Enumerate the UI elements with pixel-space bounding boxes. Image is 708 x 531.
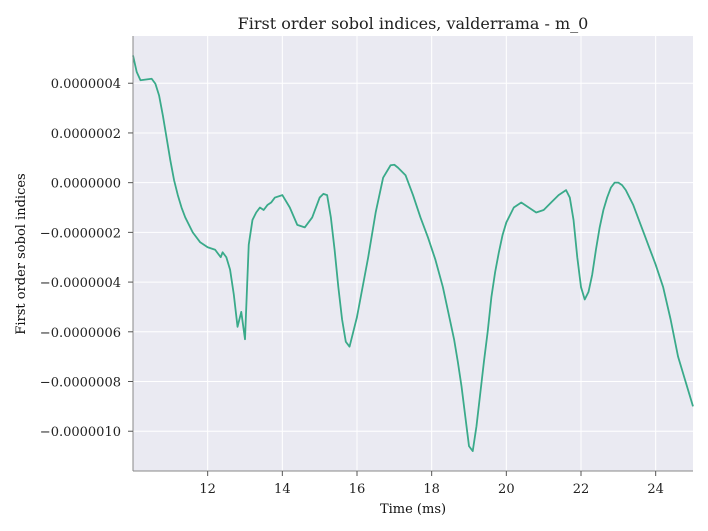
y-tick-label: 0.0000002 [51,127,121,142]
y-tick-label: −0.0000008 [40,376,121,391]
x-tick-label: 12 [199,482,216,497]
x-tick-label: 14 [274,482,291,497]
x-tick-label: 18 [423,482,440,497]
y-tick-label: −0.0000004 [40,276,121,291]
y-tick-label: 0.0000004 [51,77,121,92]
y-tick-label: −0.0000006 [40,326,121,341]
plot-area [133,36,693,471]
y-tick-label: 0.0000000 [51,177,121,192]
series-line [132,55,694,453]
x-tick-label: 16 [349,482,366,497]
grid [133,36,693,471]
x-axis-label: Time (ms) [380,502,446,517]
y-tick-label: −0.0000002 [40,226,121,241]
x-ticks: 12 14 16 18 20 22 24 [199,471,664,497]
y-axis-label: First order sobol indices [14,173,29,334]
x-tick-label: 20 [498,482,515,497]
x-tick-label: 24 [647,482,664,497]
y-ticks: 0.0000004 0.0000002 0.0000000 −0.0000002 −0.… [40,77,133,440]
x-tick-label: 22 [573,482,590,497]
chart-title: First order sobol indices, valderrama - … [238,14,589,33]
y-tick-label: −0.0000010 [40,425,121,440]
